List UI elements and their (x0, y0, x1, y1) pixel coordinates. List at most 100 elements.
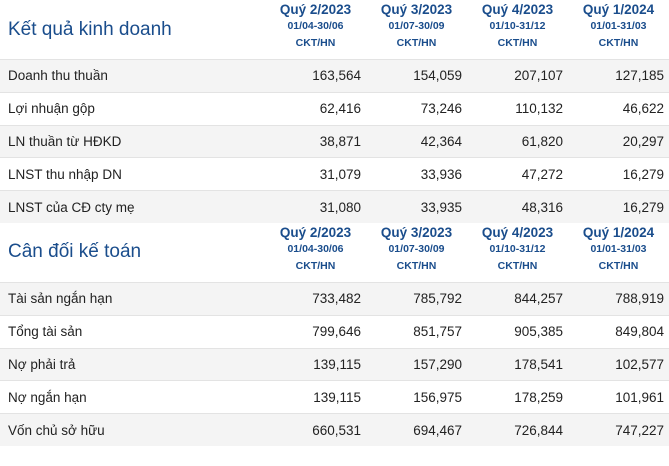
column-unit: CKT/HN (295, 259, 336, 272)
table-row: Lợi nhuận gộp 62,416 73,246 110,132 46,6… (0, 91, 669, 125)
column-range: 01/07-30/09 (388, 20, 445, 32)
row-value: 844,257 (514, 291, 563, 307)
table-row: Tổng tài sản 799,646 851,757 905,385 849… (0, 314, 669, 348)
table-row: Doanh thu thuần 163,564 154,059 207,107 … (0, 59, 669, 92)
row-label: Vốn chủ sở hữu (8, 422, 105, 438)
table-row: LNST của CĐ cty mẹ 31,080 33,935 48,316 … (0, 190, 669, 223)
column-unit: CKT/HN (598, 37, 639, 49)
row-value: 733,482 (312, 291, 361, 307)
table-row: Tài sản ngắn hạn 733,482 785,792 844,257… (0, 281, 669, 315)
row-value: 851,757 (413, 324, 462, 340)
row-value: 31,080 (319, 199, 361, 215)
column-quarter: Quý 3/2023 (380, 2, 453, 17)
row-value: 726,844 (514, 422, 563, 438)
row-label: Nợ ngắn hạn (8, 389, 87, 405)
row-label: LNST thu nhập DN (8, 166, 122, 182)
column-range: 01/07-30/09 (388, 242, 445, 255)
table-row: Vốn chủ sở hữu 660,531 694,467 726,844 7… (0, 413, 669, 446)
column-quarter: Quý 4/2023 (481, 224, 554, 240)
row-value: 694,467 (413, 422, 462, 438)
column-range: 01/01-31/03 (590, 20, 647, 32)
balance-section-title[interactable]: Cân đối kế toán (8, 241, 142, 263)
column-range: 01/04-30/06 (287, 20, 344, 32)
row-value: 46,622 (622, 101, 664, 117)
column-quarter: Quý 3/2023 (380, 224, 453, 240)
row-label: Tài sản ngắn hạn (8, 291, 113, 307)
column-range: 01/10-31/12 (489, 242, 546, 255)
income-statement-section: Kết quả kinh doanh Quý 2/2023 01/04-30/0… (0, 0, 669, 223)
row-value: 31,079 (319, 166, 361, 182)
balance-column-header: Quý 2/2023 01/04-30/06 CKT/HN (265, 223, 366, 282)
column-unit: CKT/HN (295, 37, 336, 49)
row-value: 139,115 (313, 389, 361, 405)
balance-column-header: Quý 1/2024 01/01-31/03 CKT/HN (568, 223, 669, 282)
income-header-row: Kết quả kinh doanh Quý 2/2023 01/04-30/0… (0, 0, 669, 59)
row-value: 110,132 (515, 101, 563, 117)
column-unit: CKT/HN (396, 37, 437, 49)
row-value: 157,290 (413, 356, 462, 372)
row-value: 62,416 (319, 101, 361, 117)
column-unit: CKT/HN (497, 259, 538, 272)
column-range: 01/10-31/12 (489, 20, 546, 32)
column-quarter: Quý 4/2023 (481, 2, 554, 17)
table-row: Nợ ngắn hạn 139,115 156,975 178,259 101,… (0, 380, 669, 413)
row-value: 788,919 (615, 291, 664, 307)
row-value: 799,646 (312, 324, 361, 340)
table-row: LN thuần từ HĐKD 38,871 42,364 61,820 20… (0, 124, 669, 158)
row-value: 20,297 (622, 133, 664, 149)
row-value: 178,541 (514, 356, 563, 372)
table-row: Nợ phải trả 139,115 157,290 178,541 102,… (0, 347, 669, 381)
row-value: 127,185 (615, 68, 664, 84)
column-unit: CKT/HN (598, 259, 639, 272)
column-range: 01/01-31/03 (590, 242, 647, 255)
row-value: 61,820 (521, 133, 563, 149)
income-column-header: Quý 3/2023 01/07-30/09 CKT/HN (366, 0, 467, 59)
row-value: 156,975 (413, 389, 462, 405)
row-label: Nợ phải trả (8, 356, 76, 372)
balance-header-row: Cân đối kế toán Quý 2/2023 01/04-30/06 C… (0, 223, 669, 282)
row-value: 47,272 (521, 166, 563, 182)
column-quarter: Quý 2/2023 (279, 2, 352, 17)
balance-sheet-section: Cân đối kế toán Quý 2/2023 01/04-30/06 C… (0, 223, 669, 446)
row-value: 42,364 (420, 133, 462, 149)
balance-column-header: Quý 4/2023 01/10-31/12 CKT/HN (467, 223, 568, 282)
row-value: 207,107 (514, 68, 563, 84)
income-section-title[interactable]: Kết quả kinh doanh (8, 18, 172, 40)
row-label: Tổng tài sản (8, 324, 83, 340)
row-value: 73,246 (420, 101, 462, 117)
row-value: 747,227 (615, 422, 664, 438)
table-row: LNST thu nhập DN 31,079 33,936 47,272 16… (0, 157, 669, 190)
income-column-header: Quý 2/2023 01/04-30/06 CKT/HN (265, 0, 366, 59)
balance-column-header: Quý 3/2023 01/07-30/09 CKT/HN (366, 223, 467, 282)
column-unit: CKT/HN (396, 259, 437, 272)
row-label: LNST của CĐ cty mẹ (8, 199, 135, 215)
row-value: 16,279 (622, 199, 664, 215)
income-column-header: Quý 4/2023 01/10-31/12 CKT/HN (467, 0, 568, 59)
row-value: 178,259 (514, 389, 563, 405)
column-quarter: Quý 1/2024 (582, 2, 655, 17)
row-value: 905,385 (514, 324, 563, 340)
row-value: 48,316 (521, 199, 563, 215)
row-value: 660,531 (312, 422, 361, 438)
financial-summary: Kết quả kinh doanh Quý 2/2023 01/04-30/0… (0, 0, 669, 446)
row-label: Doanh thu thuần (8, 68, 108, 84)
row-value: 163,564 (312, 68, 361, 84)
row-label: LN thuần từ HĐKD (8, 133, 122, 149)
row-value: 38,871 (319, 133, 361, 149)
column-unit: CKT/HN (497, 37, 538, 49)
row-value: 33,935 (420, 199, 462, 215)
income-title-cell: Kết quả kinh doanh (0, 0, 265, 59)
row-value: 16,279 (622, 166, 664, 182)
row-value: 785,792 (413, 291, 462, 307)
row-value: 849,804 (615, 324, 664, 340)
row-value: 102,577 (615, 356, 664, 372)
column-quarter: Quý 2/2023 (279, 224, 352, 240)
balance-title-cell: Cân đối kế toán (0, 223, 265, 282)
income-column-header: Quý 1/2024 01/01-31/03 CKT/HN (568, 0, 669, 59)
column-quarter: Quý 1/2024 (582, 224, 655, 240)
row-value: 139,115 (313, 356, 361, 372)
row-value: 101,961 (615, 389, 664, 405)
row-value: 33,936 (420, 166, 462, 182)
column-range: 01/04-30/06 (287, 242, 344, 255)
row-label: Lợi nhuận gộp (8, 101, 95, 117)
